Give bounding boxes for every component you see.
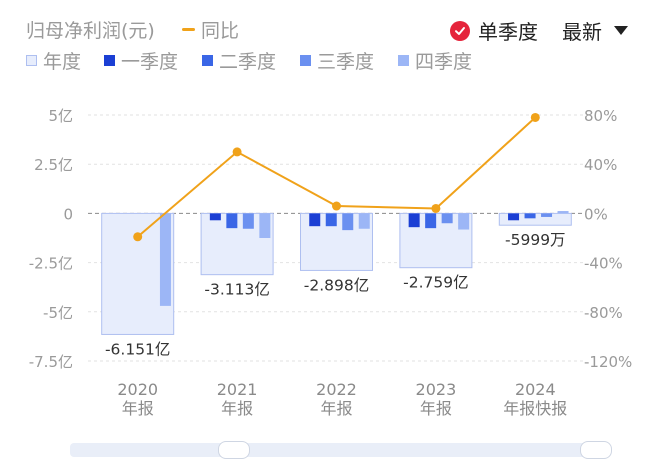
legend-q1-label: 一季度 [121, 51, 179, 73]
legend-yoy[interactable]: 同比 [182, 16, 239, 43]
y-left-tick-label: -2.5亿 [29, 255, 73, 273]
single-quarter-label: 单季度 [478, 20, 538, 44]
latest-dropdown[interactable]: 最新 [562, 16, 628, 45]
x-tick-label: 2023 [416, 380, 457, 399]
scrollbar-right-handle[interactable] [580, 441, 612, 459]
legend: 归母净利润(元) 同比 年度 一季度 二季度 三季度 四季度 单季度 最新 [0, 0, 660, 80]
y-right-tick-label: 40% [584, 156, 617, 174]
quarter-bar [358, 213, 370, 229]
q2-swatch [202, 55, 213, 66]
y-right-tick-label: 80% [584, 107, 617, 125]
quarter-bar [425, 213, 437, 229]
y-left-tick-label: -5亿 [43, 304, 73, 322]
quarter-bar [309, 213, 321, 227]
quarter-bar [209, 213, 221, 221]
single-quarter-toggle[interactable]: 单季度 [450, 16, 538, 45]
legend-q2-label: 二季度 [219, 51, 277, 73]
quarter-bar [524, 213, 536, 219]
legend-q4-label: 四季度 [415, 51, 473, 73]
legend-annual[interactable]: 年度 [26, 47, 81, 74]
x-tick-label: 2021 [217, 380, 258, 399]
y-right-tick-label: -80% [584, 304, 623, 322]
q1-swatch [104, 55, 115, 66]
quarter-bar [325, 213, 337, 227]
legend-metric-label: 归母净利润(元) [26, 20, 155, 42]
y-left-tick-label: 2.5亿 [34, 156, 73, 174]
quarter-bar [458, 213, 470, 230]
yoy-point [530, 112, 540, 122]
quarter-bar [441, 213, 453, 224]
quarter-bar [557, 211, 569, 214]
check-icon [450, 20, 470, 41]
annual-value-label: -5999万 [505, 231, 566, 249]
x-tick-label: 2022 [316, 380, 357, 399]
quarter-bar [259, 213, 271, 238]
legend-q3[interactable]: 三季度 [300, 47, 374, 74]
legend-q2[interactable]: 二季度 [202, 47, 276, 74]
y-right-tick-label: -40% [584, 255, 623, 273]
latest-label: 最新 [562, 20, 602, 44]
annual-value-label: -6.151亿 [105, 340, 170, 358]
quarter-bar [242, 213, 254, 229]
x-tick-label: 2024 [515, 380, 556, 399]
quarter-bar [342, 213, 354, 231]
scrollbar-left-handle[interactable] [218, 441, 250, 459]
annual-swatch [26, 55, 37, 66]
legend-yoy-label: 同比 [201, 20, 240, 42]
x-tick-sublabel: 年报快报 [503, 399, 567, 418]
yoy-point [232, 147, 242, 157]
quarter-bar [541, 213, 553, 217]
x-tick-sublabel: 年报 [320, 399, 352, 418]
x-tick-sublabel: 年报 [420, 399, 452, 418]
y-left-tick-label: 5亿 [48, 107, 73, 125]
legend-annual-label: 年度 [43, 51, 82, 73]
legend-q3-label: 三季度 [317, 51, 375, 73]
quarter-bar [508, 213, 520, 221]
quarter-bar [408, 213, 420, 228]
q4-swatch [398, 55, 409, 66]
x-tick-sublabel: 年报 [221, 399, 253, 418]
yoy-point [332, 201, 341, 211]
yoy-point [431, 203, 441, 213]
range-scrollbar[interactable] [70, 443, 610, 457]
annual-value-label: -2.898亿 [304, 276, 369, 294]
annual-value-label: -2.759亿 [403, 274, 468, 292]
y-left-tick-label: -7.5亿 [29, 353, 73, 371]
y-right-tick-label: -120% [584, 353, 632, 371]
legend-q4[interactable]: 四季度 [398, 47, 472, 74]
yoy-point [133, 232, 143, 242]
chart-svg: 5亿 2.5亿 0 -2.5亿 -5亿 -7.5亿 80% 40% 0% -40% -80% -120… [29, 107, 633, 418]
yoy-line-swatch [182, 28, 195, 31]
quarter-bar [226, 213, 238, 229]
q3-swatch [300, 55, 311, 66]
x-tick-label: 2020 [117, 380, 158, 399]
quarter-bar [159, 213, 171, 306]
y-left-tick-label: 0 [63, 205, 73, 223]
y-right-tick-label: 0% [584, 205, 608, 223]
legend-q1[interactable]: 一季度 [104, 47, 178, 74]
x-tick-sublabel: 年报 [122, 399, 154, 418]
annual-value-label: -3.113亿 [204, 281, 269, 299]
legend-metric[interactable]: 归母净利润(元) [26, 16, 155, 43]
caret-down-icon [614, 26, 628, 35]
